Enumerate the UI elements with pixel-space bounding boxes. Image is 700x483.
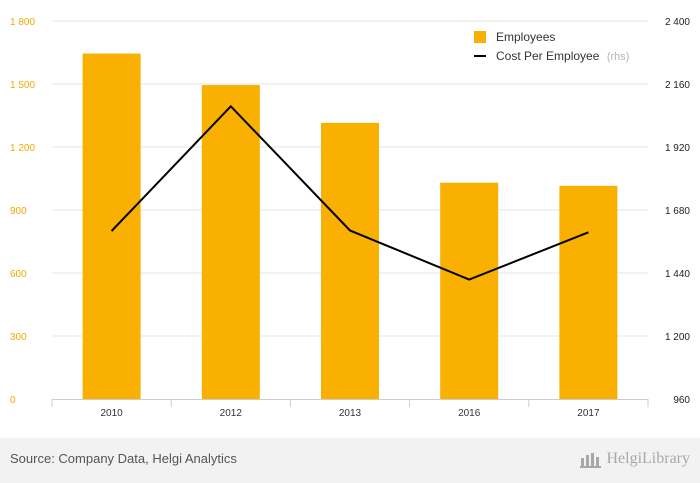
bar-2013 [321, 122, 379, 399]
legend-label-rhs: (rhs) [607, 51, 630, 63]
brand-logo[interactable]: HelgiLibrary [580, 450, 690, 468]
footer: Source: Company Data, Helgi Analytics He… [0, 438, 700, 483]
legend-label-cost-text: Cost Per Employee [496, 49, 600, 63]
y-right-tick-label: 1 440 [665, 269, 690, 280]
y-axis-right: 960 1 200 1 440 1 680 1 920 2 160 2 400 [665, 17, 690, 406]
y-left-tick-label: 300 [10, 332, 27, 343]
bar-2017 [559, 185, 618, 399]
y-left-tick-label: 0 [10, 395, 16, 406]
brand-name: HelgiLibrary [606, 450, 690, 467]
y-right-tick-label: 1 920 [665, 143, 690, 154]
legend-swatch-employees [474, 31, 486, 43]
y-right-tick-label: 960 [673, 395, 690, 406]
y-left-tick-label: 600 [10, 269, 27, 280]
chart: 2010 2012 2013 2016 2017 0 300 600 900 1 200 1 50… [10, 17, 690, 419]
legend: Employees Cost Per Employee (rhs) [474, 30, 629, 64]
y-left-tick-label: 1 500 [10, 80, 35, 91]
x-tick-label: 2017 [577, 408, 600, 419]
x-tick-label: 2016 [458, 408, 481, 419]
x-tick-label: 2013 [339, 408, 362, 419]
y-left-tick-label: 1 200 [10, 143, 35, 154]
y-axis-left: 0 300 600 900 1 200 1 500 1 800 [10, 17, 35, 406]
y-right-tick-label: 2 160 [665, 80, 690, 91]
source-text: Source: Company Data, Helgi Analytics [10, 451, 237, 466]
legend-label-employees: Employees [496, 30, 555, 44]
y-right-tick-label: 1 680 [665, 206, 690, 217]
x-tick-label: 2012 [220, 408, 243, 419]
x-tick-label: 2010 [100, 408, 123, 419]
y-right-tick-label: 2 400 [665, 17, 690, 28]
bar-2016 [440, 182, 499, 399]
bar-2010 [82, 53, 141, 400]
cost-per-employee-line [110, 104, 589, 281]
y-left-tick-label: 900 [10, 206, 27, 217]
y-right-tick-label: 1 200 [665, 332, 690, 343]
legend-label-cost-per-employee: Cost Per Employee (rhs) [496, 47, 629, 64]
x-axis: 2010 2012 2013 2016 2017 [51, 399, 649, 419]
bar-2012 [201, 85, 260, 400]
y-left-tick-label: 1 800 [10, 17, 35, 28]
employees-bars [82, 53, 618, 400]
library-icon [580, 453, 602, 468]
